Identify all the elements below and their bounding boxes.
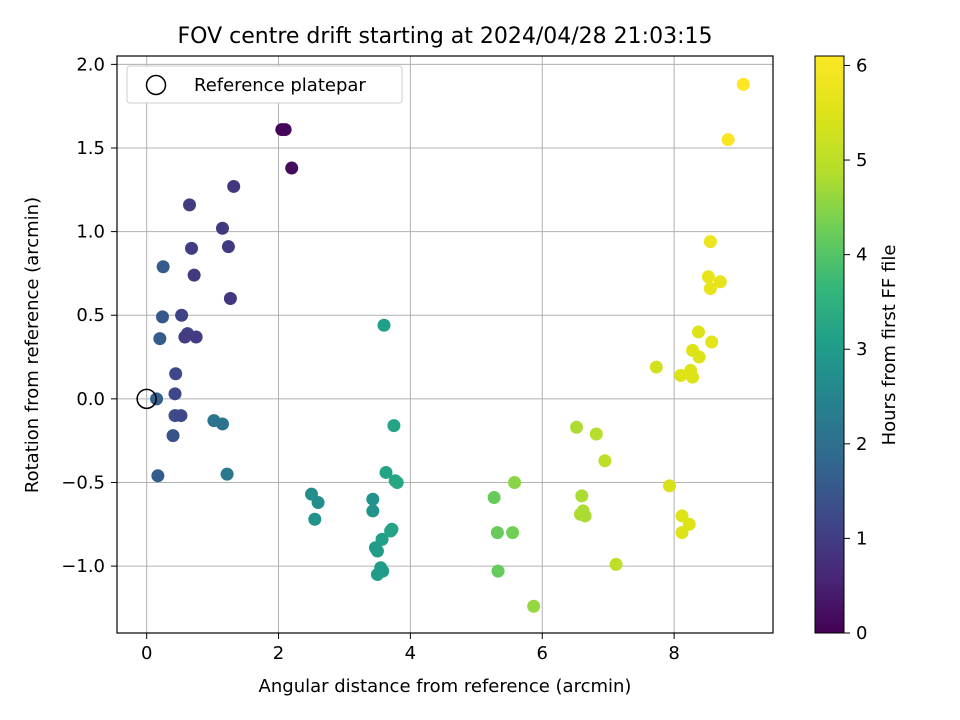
data-point (387, 419, 401, 433)
data-point (649, 360, 663, 374)
data-point (370, 544, 384, 558)
plot-area-frame (116, 55, 774, 634)
data-point (609, 557, 623, 571)
data-point (691, 325, 705, 339)
data-point (308, 512, 322, 526)
legend: Reference platepar (126, 65, 403, 104)
colorbar-tick-label: 2 (856, 434, 867, 455)
data-point (379, 465, 393, 479)
y-tick-label: 2.0 (76, 54, 105, 75)
y-tick-label: −0.5 (61, 472, 105, 493)
colorbar-tick-label: 4 (856, 245, 867, 266)
data-point (575, 489, 589, 503)
colorbar-tick-label: 6 (856, 55, 867, 76)
data-points (150, 77, 750, 613)
data-point (221, 240, 235, 254)
data-point (713, 275, 727, 289)
data-point (384, 524, 398, 538)
data-point (185, 241, 199, 255)
colorbar-gradient (814, 55, 845, 634)
colorbar-ticks: 0 1 2 3 4 5 6 (844, 55, 867, 644)
x-tick-label: 8 (668, 643, 679, 664)
y-tick-label: 0.5 (76, 305, 105, 326)
data-point (508, 475, 522, 489)
legend-open-circle-marker (145, 74, 167, 96)
data-point (183, 198, 197, 212)
data-point (366, 504, 380, 518)
data-point (178, 330, 192, 344)
data-point (686, 370, 700, 384)
data-point (487, 491, 501, 505)
data-point (377, 318, 391, 332)
data-point (589, 427, 603, 441)
data-point (370, 567, 384, 581)
y-axis-label: Rotation from reference (arcmin) (22, 197, 43, 493)
data-point (366, 492, 380, 506)
data-point (220, 467, 234, 481)
data-point (311, 496, 325, 510)
data-point (189, 330, 203, 344)
colorbar-tick-label: 3 (856, 339, 867, 360)
data-point (278, 123, 292, 137)
data-point (215, 221, 229, 235)
data-point (570, 420, 584, 434)
data-point (692, 350, 706, 364)
y-tick-label: 0.0 (76, 389, 105, 410)
data-point (490, 526, 504, 540)
data-point (527, 599, 541, 613)
data-point (491, 564, 505, 578)
data-point (166, 429, 180, 443)
data-point (215, 417, 229, 431)
x-tick-label: 0 (141, 643, 152, 664)
data-point (153, 332, 167, 346)
data-point (227, 179, 241, 193)
legend-entry-label: Reference platepar (194, 75, 366, 96)
x-tick-label: 2 (273, 643, 284, 664)
data-point (674, 368, 688, 382)
data-point (598, 454, 612, 468)
colorbar: 0 1 2 3 4 5 6 Hours from first FF file (814, 55, 900, 644)
chart-title: FOV centre drift starting at 2024/04/28 … (178, 24, 713, 49)
data-point (174, 409, 188, 423)
colorbar-tick-label: 1 (856, 528, 867, 549)
data-point (169, 367, 183, 381)
x-tick-label: 4 (405, 643, 416, 664)
y-tick-label: −1.0 (61, 556, 105, 577)
data-point (390, 475, 404, 489)
y-axis-ticks: −1.0 −0.5 0.0 0.5 1.0 1.5 2.0 (61, 54, 117, 577)
colorbar-tick-label: 0 (856, 623, 867, 644)
data-point (168, 387, 182, 401)
data-point (703, 235, 717, 249)
x-axis-ticks: 0 2 4 6 8 (141, 633, 680, 664)
y-tick-label: 1.5 (76, 138, 105, 159)
data-point (175, 308, 189, 322)
y-tick-label: 1.0 (76, 222, 105, 243)
grid-lines (117, 56, 773, 633)
reference-platepar-marker (136, 388, 157, 410)
data-point (701, 270, 715, 284)
data-point (662, 479, 676, 493)
reference-marker (136, 388, 157, 410)
legend-box (126, 65, 403, 104)
colorbar-tick-label: 5 (856, 150, 867, 171)
data-point (578, 509, 592, 523)
colorbar-label: Hours from first FF file (879, 245, 900, 446)
data-point (155, 310, 169, 324)
data-point (721, 133, 735, 147)
data-point (736, 77, 750, 91)
data-point (703, 281, 717, 295)
data-point (506, 526, 520, 540)
x-tick-label: 6 (537, 643, 548, 664)
data-point (682, 517, 696, 531)
data-point (705, 335, 719, 349)
data-point (156, 260, 170, 274)
data-point (285, 161, 299, 175)
data-point (223, 292, 237, 306)
data-point (187, 268, 201, 282)
x-axis-label: Angular distance from reference (arcmin) (259, 676, 632, 697)
data-point (151, 469, 165, 483)
